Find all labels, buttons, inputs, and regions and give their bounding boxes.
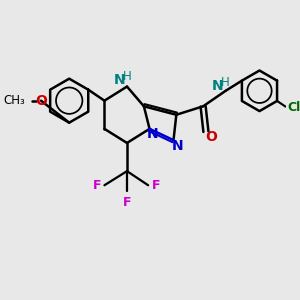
Text: Cl: Cl [287,101,300,115]
Text: N: N [172,139,184,153]
Text: F: F [123,196,131,209]
Text: H: H [221,76,230,89]
Text: H: H [123,70,131,83]
Text: N: N [147,128,159,142]
Text: CH₃: CH₃ [4,94,26,107]
Text: F: F [93,179,101,192]
Text: O: O [206,130,218,144]
Text: N: N [212,79,224,93]
Text: F: F [152,179,160,192]
Text: O: O [35,94,47,108]
Text: N: N [114,73,126,87]
